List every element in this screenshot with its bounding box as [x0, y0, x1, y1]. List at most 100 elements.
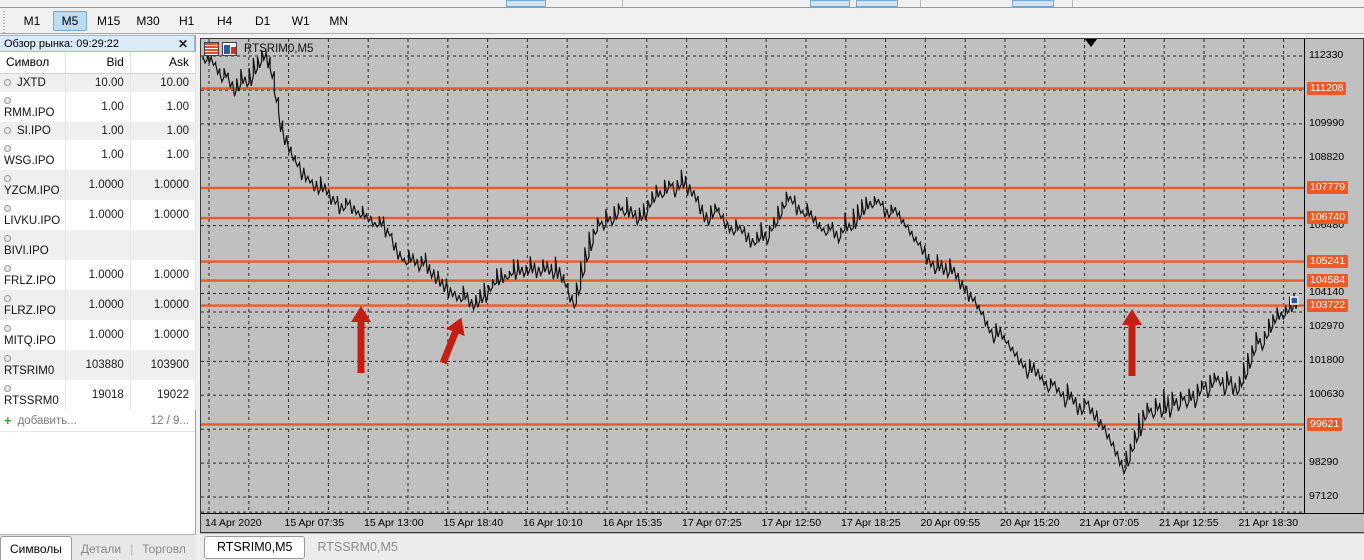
ask-cell: 19022: [130, 380, 197, 410]
timeframe-button-h1[interactable]: H1: [170, 11, 204, 31]
time-tick-label: 16 Apr 15:35: [602, 517, 663, 529]
toolbar-ghost-button[interactable]: [506, 0, 546, 7]
chart-tabs-bar: RTSRIM0,M5 RTSSRM0,M5: [200, 533, 1364, 560]
add-symbol-label: добавить...: [17, 414, 77, 427]
add-symbol-row[interactable]: + добавить... 12 / 9...: [0, 410, 195, 432]
time-tick-label: 16 Apr 10:10: [523, 517, 583, 529]
timeframe-button-m30[interactable]: M30: [130, 11, 165, 31]
symbol-status-icon: [4, 355, 11, 363]
chart-tab-label: RTSSRM0,M5: [317, 540, 398, 554]
symbol-name: RTSRIM0: [4, 365, 55, 377]
price-level-label[interactable]: 111208: [1307, 81, 1347, 95]
ask-cell: 1.0000: [130, 290, 197, 320]
timeframe-button-d1[interactable]: D1: [246, 11, 280, 31]
symbol-name: FRLZ.IPO: [4, 275, 56, 287]
table-row[interactable]: BIVI.IPO: [0, 230, 197, 260]
toolbar-separator: [622, 0, 623, 7]
ask-cell: 1.0000: [130, 200, 197, 230]
symbol-cell: WSG.IPO: [0, 140, 66, 170]
table-row[interactable]: WSG.IPO 1.00 1.00: [0, 140, 197, 170]
time-tick-label: 17 Apr 18:25: [841, 517, 901, 529]
symbol-status-icon: [4, 127, 11, 135]
buy-arrow-3[interactable]: [1122, 309, 1142, 376]
symbol-status-icon: [4, 79, 11, 87]
price-tick-label: 102970: [1309, 320, 1345, 333]
symbol-cell: YZCM.IPO: [0, 170, 66, 200]
price-level-label[interactable]: 106740: [1307, 211, 1349, 225]
toolbar-ghost-button[interactable]: [1012, 0, 1054, 7]
price-level-label[interactable]: 99621: [1307, 417, 1343, 431]
table-row[interactable]: JXTD 10.00 10.00: [0, 73, 197, 92]
toolbar-ghost-button[interactable]: [810, 0, 850, 7]
price-level-label[interactable]: 105241: [1307, 254, 1349, 268]
table-row[interactable]: MITQ.IPO 1.0000 1.0000: [0, 320, 197, 350]
price-tick-label: 108820: [1309, 150, 1345, 163]
market-watch-table: Символ Bid Ask JXTD 10.00 10.00 RMM.IPO 1.00…: [0, 52, 197, 410]
table-row[interactable]: RMM.IPO 1.00 1.00: [0, 92, 197, 122]
timeframe-button-m1[interactable]: M1: [15, 11, 49, 31]
chart-type-icon[interactable]: [222, 41, 237, 56]
tab-details[interactable]: Детали: [72, 538, 130, 560]
symbol-name: JXTD: [17, 77, 46, 89]
timeframe-button-h4[interactable]: H4: [208, 11, 242, 31]
symbol-name: BIVI.IPO: [4, 245, 49, 257]
table-row[interactable]: SI.IPO 1.00 1.00: [0, 122, 197, 140]
tab-symbols[interactable]: Символы: [0, 536, 72, 560]
timeframe-label: W1: [291, 13, 310, 28]
time-axis[interactable]: 14 Apr 2020 15 Apr 07:35 15 Apr 13:00 15 Ap…: [201, 513, 1364, 532]
chart-header: RTSRIM0,M5: [201, 39, 313, 58]
buy-arrow-2[interactable]: [434, 314, 471, 367]
price-level-label[interactable]: 107779: [1307, 180, 1349, 194]
toolbar-ghost-button[interactable]: [856, 0, 898, 7]
column-header-bid[interactable]: Bid: [65, 52, 131, 74]
price-level-label[interactable]: 103722: [1307, 298, 1349, 312]
tab-trading[interactable]: Торговл: [133, 538, 195, 560]
buy-arrow-1[interactable]: [351, 306, 371, 373]
timeframe-button-m5[interactable]: M5: [53, 10, 87, 31]
table-row[interactable]: YZCM.IPO 1.0000 1.0000: [0, 170, 197, 200]
timeframe-button-w1[interactable]: W1: [284, 11, 318, 31]
bid-cell: [65, 230, 131, 260]
time-tick-label: 17 Apr 12:50: [761, 517, 822, 529]
chart-tab-rtssrm0[interactable]: RTSSRM0,M5: [305, 536, 409, 558]
ask-cell: 1.0000: [130, 320, 197, 350]
table-row[interactable]: LIVKU.IPO 1.0000 1.0000: [0, 200, 197, 230]
timeframe-label: H1: [179, 13, 195, 28]
bid-cell: 1.0000: [65, 320, 131, 350]
price-axis[interactable]: 112330 109990 108820 107779 106480 105241 1041…: [1304, 39, 1363, 514]
timeframe-label: MN: [329, 13, 349, 28]
column-header-symbol[interactable]: Символ: [0, 52, 66, 74]
price-level-label[interactable]: 104584: [1307, 273, 1349, 287]
time-tick-label: 21 Apr 07:05: [1079, 517, 1140, 529]
arrow-head: [351, 306, 371, 322]
close-icon[interactable]: ✕: [177, 36, 189, 51]
table-row[interactable]: RTSRIM0 103880 103900: [0, 350, 197, 380]
market-watch-panel: Обзор рынка: 09:29:22 ✕ Символ Bid Ask J…: [0, 35, 197, 560]
column-header-ask[interactable]: Ask: [130, 52, 197, 74]
ask-cell: [130, 230, 197, 260]
timeframe-button-m15[interactable]: M15: [91, 11, 126, 31]
symbol-cell: MITQ.IPO: [0, 320, 66, 350]
table-row[interactable]: FRLZ.IPO 1.0000 1.0000: [0, 260, 197, 290]
chart-panel[interactable]: RTSRIM0,M5 112330 109990 108820 107779 10648…: [200, 38, 1364, 533]
market-watch-tabs: Символы Детали | Торговл: [0, 534, 196, 560]
chart-tab-rtsrim0[interactable]: RTSRIM0,M5: [204, 535, 306, 559]
symbol-status-icon: [4, 265, 11, 273]
ask-cell: 1.0000: [130, 260, 197, 290]
symbol-name: YZCM.IPO: [4, 185, 60, 197]
price-tick-label: 106480: [1309, 218, 1345, 231]
chart-position-marker-icon[interactable]: [1085, 39, 1097, 47]
bid-cell: 1.0000: [65, 260, 131, 290]
table-row[interactable]: RTSSRM0 19018 19022: [0, 380, 197, 410]
tab-label: Символы: [10, 541, 62, 556]
ask-cell: 1.00: [130, 140, 197, 170]
data-window-icon[interactable]: [204, 41, 219, 56]
price-tick-label: 104140: [1309, 286, 1345, 299]
chart-plot-area[interactable]: [201, 39, 1306, 514]
bid-cell: 1.00: [65, 92, 131, 122]
timeframe-button-mn[interactable]: MN: [322, 11, 356, 31]
table-row[interactable]: FLRZ.IPO 1.0000 1.0000: [0, 290, 197, 320]
drag-grip-icon[interactable]: [1, 8, 9, 33]
symbol-name: MITQ.IPO: [4, 335, 56, 347]
